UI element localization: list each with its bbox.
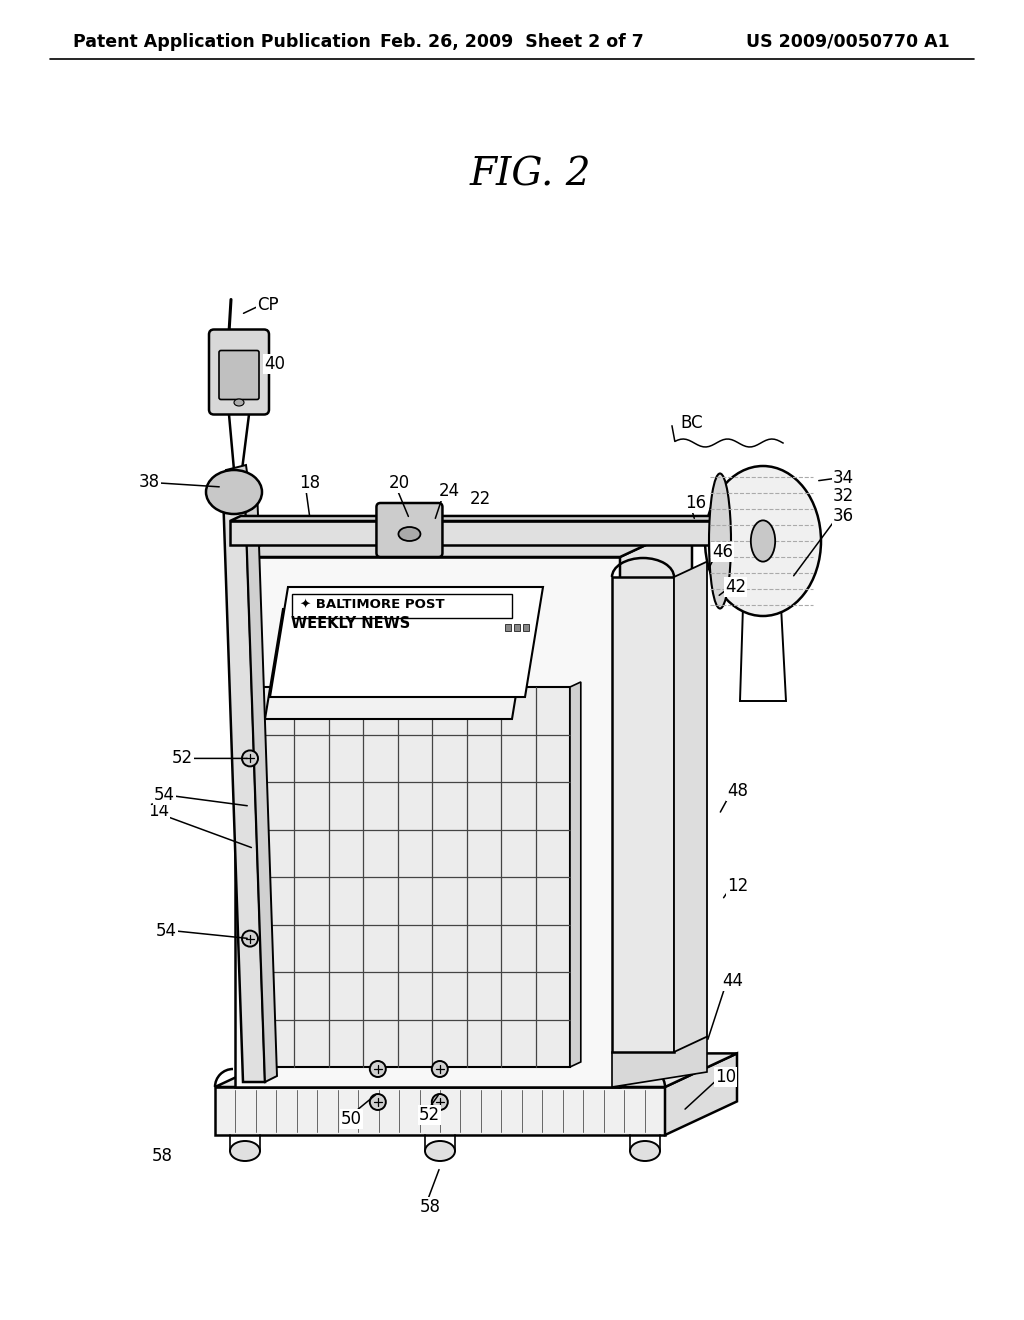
Ellipse shape (230, 1140, 260, 1162)
Text: Patent Application Publication: Patent Application Publication (73, 33, 371, 51)
Ellipse shape (242, 750, 258, 767)
Ellipse shape (242, 931, 258, 946)
Text: 18: 18 (299, 474, 321, 492)
Ellipse shape (709, 474, 731, 609)
Text: 36: 36 (833, 507, 854, 525)
Text: 16: 16 (685, 494, 707, 512)
Text: 34: 34 (833, 469, 854, 487)
Polygon shape (612, 577, 674, 1052)
Polygon shape (740, 606, 786, 701)
Ellipse shape (234, 399, 244, 407)
Text: 40: 40 (264, 355, 285, 374)
Ellipse shape (425, 1140, 455, 1162)
Polygon shape (234, 557, 620, 1086)
Polygon shape (215, 1053, 737, 1086)
Text: 44: 44 (722, 972, 743, 990)
Text: 52: 52 (172, 750, 193, 767)
Text: BC: BC (680, 414, 702, 432)
Text: 46: 46 (712, 543, 733, 561)
Text: 58: 58 (152, 1147, 173, 1166)
Text: 38: 38 (139, 473, 160, 491)
Ellipse shape (630, 1140, 660, 1162)
Ellipse shape (206, 470, 262, 513)
Text: 20: 20 (389, 474, 410, 492)
Text: 24: 24 (439, 482, 460, 500)
Text: FIG. 2: FIG. 2 (469, 157, 591, 194)
Polygon shape (234, 524, 692, 557)
Polygon shape (230, 516, 726, 521)
Polygon shape (270, 587, 543, 697)
Polygon shape (226, 465, 252, 510)
Ellipse shape (370, 1061, 386, 1077)
Polygon shape (223, 492, 265, 1082)
Text: 42: 42 (725, 578, 746, 597)
Text: 50: 50 (341, 1110, 361, 1129)
Polygon shape (570, 682, 581, 1067)
FancyBboxPatch shape (219, 351, 259, 400)
Text: Feb. 26, 2009  Sheet 2 of 7: Feb. 26, 2009 Sheet 2 of 7 (380, 33, 644, 51)
Text: 14: 14 (148, 803, 169, 821)
Ellipse shape (370, 1094, 386, 1110)
Text: 12: 12 (727, 876, 749, 895)
Text: WEEKLY NEWS: WEEKLY NEWS (291, 615, 411, 631)
FancyBboxPatch shape (377, 503, 442, 557)
Text: ✦ BALTIMORE POST: ✦ BALTIMORE POST (300, 598, 444, 611)
Text: 54: 54 (156, 921, 177, 940)
Polygon shape (665, 1053, 737, 1135)
Polygon shape (612, 1036, 707, 1086)
Ellipse shape (398, 527, 421, 541)
Text: 32: 32 (833, 487, 854, 506)
Text: 54: 54 (154, 787, 175, 804)
Ellipse shape (432, 1094, 447, 1110)
Text: 58: 58 (420, 1199, 440, 1216)
Ellipse shape (497, 1107, 527, 1127)
Text: 52: 52 (419, 1106, 439, 1125)
Bar (505, 624, 511, 631)
Ellipse shape (705, 466, 821, 616)
Bar (514, 624, 520, 631)
Polygon shape (265, 609, 530, 719)
Polygon shape (215, 1086, 665, 1135)
Polygon shape (674, 561, 707, 1052)
Polygon shape (230, 521, 715, 545)
FancyBboxPatch shape (209, 330, 269, 414)
Ellipse shape (432, 1061, 447, 1077)
Polygon shape (245, 486, 278, 1082)
Text: US 2009/0050770 A1: US 2009/0050770 A1 (746, 33, 950, 51)
Ellipse shape (751, 520, 775, 561)
Polygon shape (620, 524, 692, 1086)
Text: 10: 10 (715, 1068, 736, 1086)
Text: 48: 48 (727, 781, 748, 800)
Bar (523, 624, 529, 631)
FancyBboxPatch shape (292, 594, 512, 618)
Polygon shape (260, 686, 570, 1067)
Text: 22: 22 (469, 490, 490, 508)
Text: CP: CP (257, 296, 279, 314)
